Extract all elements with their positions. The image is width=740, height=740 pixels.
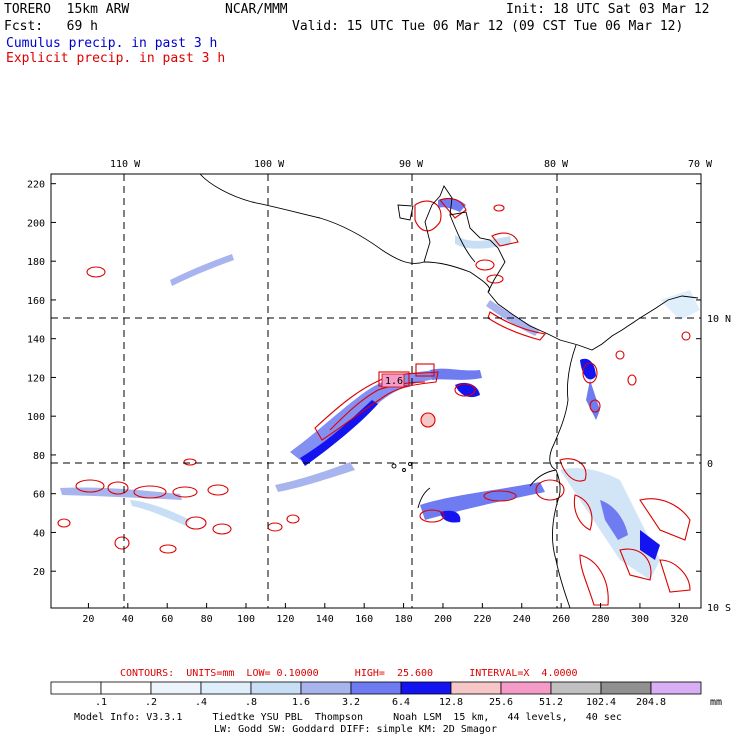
- y-tick-label: 140: [27, 335, 45, 346]
- y-tick-label: 40: [33, 528, 45, 539]
- lon-label-110w: 110 W: [110, 159, 141, 170]
- colorbar-swatch: [550, 681, 602, 695]
- colorbar-swatch: [50, 681, 102, 695]
- lat-label-0: 0: [707, 459, 713, 470]
- field-explicit-label: Explicit precip. in past 3 h: [6, 51, 226, 66]
- x-tick-label: 60: [161, 614, 173, 625]
- lon-label-100w: 100 W: [254, 159, 285, 170]
- colorbar-swatch: [500, 681, 552, 695]
- x-tick-label: 120: [276, 614, 294, 625]
- colorbar-label: 1.6: [292, 697, 310, 708]
- lon-label-70w: 70 W: [688, 159, 713, 170]
- explicit-precip-contours: [57, 197, 691, 606]
- x-tick-label: 280: [592, 614, 610, 625]
- colorbar-swatch: [100, 681, 152, 695]
- colorbar-swatch: [650, 681, 702, 695]
- colorbar-label: .1: [95, 697, 107, 708]
- y-tick-label: 180: [27, 257, 45, 268]
- lon-label-90w: 90 W: [399, 159, 424, 170]
- org-label: NCAR/MMM: [225, 2, 288, 17]
- x-tick-label: 200: [434, 614, 452, 625]
- x-tick-label: 220: [473, 614, 491, 625]
- longitude-labels: 110 W 100 W 90 W 80 W 70 W: [110, 159, 713, 170]
- latitude-labels: 10 N 0 10 S: [707, 314, 731, 614]
- colorbar-label: 51.2: [539, 697, 563, 708]
- colorbar-swatch: [150, 681, 202, 695]
- colorbar-label: 6.4: [392, 697, 410, 708]
- x-grid-ticks: 20 40 60 80 100 120 140 160 180 200 220 240 260 280 30…: [82, 603, 688, 625]
- svg-text:1.6: 1.6: [385, 376, 403, 387]
- colorbar-swatch: [200, 681, 252, 695]
- model-title: TORERO 15km ARW: [4, 2, 130, 17]
- colorbar-label: .8: [245, 697, 257, 708]
- x-tick-label: 100: [237, 614, 255, 625]
- y-tick-label: 120: [27, 373, 45, 384]
- y-tick-label: 80: [33, 451, 45, 462]
- colorbar-label: .4: [195, 697, 207, 708]
- forecast-hour: Fcst: 69 h: [4, 19, 98, 34]
- coastlines: [199, 173, 699, 609]
- x-tick-label: 140: [316, 614, 334, 625]
- lat-label-10n: 10 N: [707, 314, 731, 325]
- y-tick-label: 20: [33, 567, 45, 578]
- high-value-annotation: 1.6: [381, 373, 405, 388]
- valid-time: Valid: 15 UTC Tue 06 Mar 12 (09 CST Tue …: [292, 19, 684, 34]
- x-tick-label: 20: [82, 614, 94, 625]
- x-tick-label: 180: [395, 614, 413, 625]
- model-info-line1: Model Info: V3.3.1 Tiedtke YSU PBL Thomp…: [74, 712, 622, 723]
- colorbar-swatch: [250, 681, 302, 695]
- y-grid-ticks: 20 40 60 80 100 120 140 160 180 200 220: [27, 180, 701, 578]
- lon-label-80w: 80 W: [544, 159, 569, 170]
- y-tick-label: 60: [33, 490, 45, 501]
- y-tick-label: 200: [27, 218, 45, 229]
- x-tick-label: 300: [631, 614, 649, 625]
- x-tick-label: 320: [670, 614, 688, 625]
- x-tick-label: 260: [552, 614, 570, 625]
- colorbar: .1 .2 .4 .8 1.6 3.2 6.4 12.8 25.6 51.2 102.4 204.8: [50, 681, 702, 708]
- colorbar-swatch: [600, 681, 652, 695]
- colorbar-label: 12.8: [439, 697, 463, 708]
- lat-lon-grid: [51, 174, 701, 608]
- colorbar-label: 3.2: [342, 697, 360, 708]
- field-cumulus-label: Cumulus precip. in past 3 h: [6, 36, 218, 51]
- x-tick-label: 40: [122, 614, 134, 625]
- y-tick-label: 220: [27, 180, 45, 191]
- colorbar-swatch: [300, 681, 352, 695]
- colorbar-swatch: [450, 681, 502, 695]
- lat-label-10s: 10 S: [707, 603, 731, 614]
- x-tick-label: 80: [201, 614, 213, 625]
- init-time: Init: 18 UTC Sat 03 Mar 12: [506, 2, 710, 17]
- x-tick-label: 160: [355, 614, 373, 625]
- model-info-line2: LW: Godd SW: Goddard DIFF: simple KM: 2D…: [214, 724, 497, 735]
- colorbar-label: .2: [145, 697, 157, 708]
- y-tick-label: 100: [27, 412, 45, 423]
- contour-info: CONTOURS: UNITS=mm LOW= 0.10000 HIGH= 25…: [120, 668, 578, 679]
- y-tick-label: 160: [27, 296, 45, 307]
- colorbar-label: 204.8: [636, 697, 666, 708]
- colorbar-label: 102.4: [586, 697, 616, 708]
- colorbar-label: 25.6: [489, 697, 513, 708]
- colorbar-units: mm: [710, 697, 723, 708]
- x-tick-label: 240: [513, 614, 531, 625]
- colorbar-swatch: [400, 681, 452, 695]
- colorbar-swatch: [350, 681, 402, 695]
